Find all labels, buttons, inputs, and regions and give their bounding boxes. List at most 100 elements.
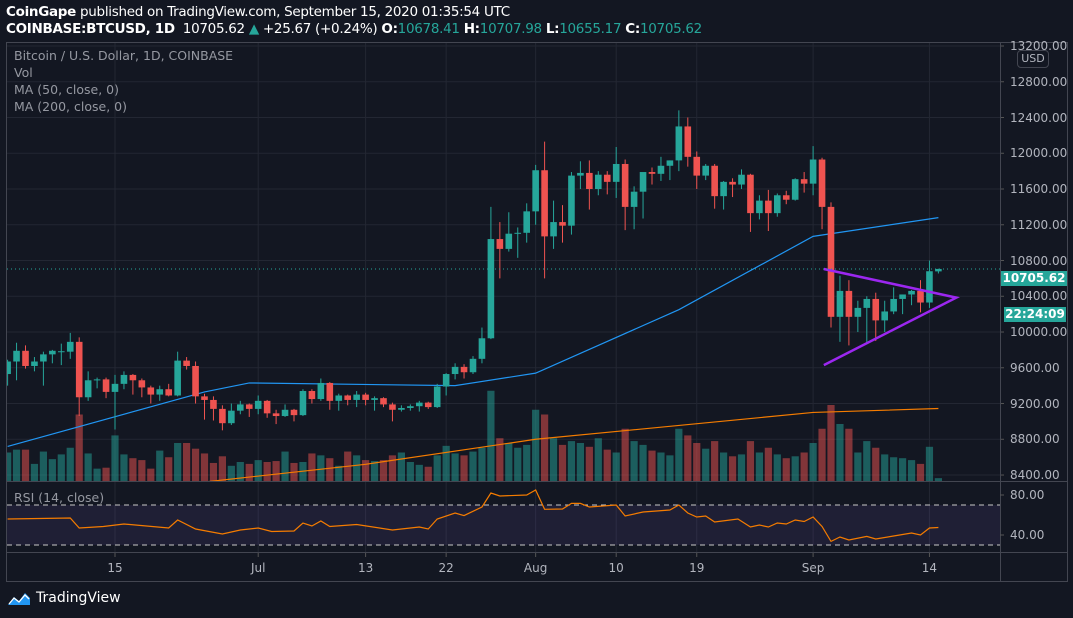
volume-bar bbox=[639, 444, 647, 481]
date-tick-label: 13 bbox=[357, 561, 374, 575]
volume-bar bbox=[585, 446, 593, 481]
candle bbox=[550, 200, 557, 249]
candle-body bbox=[666, 160, 674, 166]
legend-rsi[interactable]: RSI (14, close) bbox=[14, 490, 105, 505]
candle-body bbox=[639, 172, 647, 192]
rsi-tick-label: 40.00 bbox=[1010, 528, 1045, 542]
volume-bar bbox=[7, 452, 12, 481]
price-tick-label: 8400.00 bbox=[1010, 468, 1060, 483]
candle bbox=[31, 357, 38, 372]
candle-body bbox=[747, 174, 754, 214]
volume-bar bbox=[12, 449, 21, 481]
candle-body bbox=[228, 410, 235, 424]
volume-bar bbox=[317, 455, 325, 481]
volume-bar bbox=[93, 468, 101, 481]
candle-body bbox=[800, 179, 808, 184]
volume-bar bbox=[487, 390, 495, 481]
candle-body bbox=[765, 200, 772, 214]
candle-body bbox=[93, 379, 101, 381]
candle bbox=[40, 351, 47, 386]
price-tick-label: 8800.00 bbox=[1010, 432, 1060, 447]
volume-bar bbox=[209, 462, 218, 481]
volume-bar bbox=[379, 460, 388, 481]
volume-bar bbox=[326, 458, 334, 481]
volume-bar bbox=[147, 468, 155, 481]
candle-body bbox=[129, 374, 137, 381]
candle-body bbox=[147, 387, 155, 395]
volume-bar bbox=[764, 447, 772, 481]
volume-bar bbox=[711, 441, 719, 481]
candle-body bbox=[756, 200, 763, 214]
candle bbox=[845, 280, 853, 346]
low-value: 10655.17 bbox=[559, 21, 622, 37]
candle bbox=[326, 382, 334, 410]
candle bbox=[228, 403, 235, 425]
candle-body bbox=[738, 174, 745, 185]
volume-bar bbox=[934, 478, 942, 481]
legend-ma50[interactable]: MA (50, close, 0) bbox=[14, 82, 120, 97]
candle bbox=[514, 227, 522, 258]
volume-bar bbox=[21, 449, 30, 481]
legend-ma200[interactable]: MA (200, close, 0) bbox=[14, 99, 127, 114]
candle bbox=[272, 409, 280, 425]
candle-body bbox=[299, 391, 307, 416]
candle bbox=[720, 180, 727, 210]
volume-bar bbox=[281, 451, 289, 481]
tradingview-logo[interactable]: TradingView bbox=[6, 590, 121, 606]
publish-info: CoinGape published on TradingView.com, S… bbox=[6, 4, 510, 20]
candle bbox=[219, 405, 226, 431]
legend-vol[interactable]: Vol bbox=[14, 65, 33, 80]
volume-bar bbox=[809, 443, 817, 481]
candle bbox=[800, 172, 808, 193]
candle-body bbox=[201, 396, 208, 400]
candle-body bbox=[371, 398, 378, 400]
volume-bar bbox=[818, 428, 826, 481]
candle bbox=[389, 402, 396, 422]
candle bbox=[75, 337, 83, 417]
candle-body bbox=[183, 360, 190, 366]
publish-text: published on TradingView.com, September … bbox=[80, 4, 510, 20]
candle-body bbox=[612, 163, 620, 182]
symbol: COINBASE:BTCUSD, 1D bbox=[6, 21, 175, 37]
currency-badge[interactable]: USD bbox=[1017, 50, 1049, 68]
candle-body bbox=[469, 358, 477, 373]
candle bbox=[639, 172, 647, 219]
volume-bar bbox=[558, 444, 567, 481]
candle-body bbox=[630, 191, 638, 207]
candle bbox=[478, 327, 486, 364]
volume-bar bbox=[675, 428, 683, 481]
candle-body bbox=[165, 389, 172, 396]
volume-bar bbox=[478, 447, 486, 481]
candle bbox=[111, 374, 119, 430]
volume-bar bbox=[773, 454, 781, 481]
candle-body bbox=[774, 195, 781, 214]
high-value: 10707.98 bbox=[479, 21, 542, 37]
last-price-label: 10705.62 bbox=[1001, 270, 1067, 286]
candle bbox=[702, 163, 709, 181]
candle-body bbox=[31, 361, 38, 366]
price-tick-label: 12000.00 bbox=[1010, 146, 1068, 161]
candle bbox=[138, 378, 146, 398]
candle bbox=[675, 110, 683, 172]
candle-body bbox=[272, 413, 280, 417]
candle bbox=[577, 161, 584, 190]
volume-bar bbox=[612, 452, 620, 481]
candle bbox=[863, 296, 871, 343]
candle bbox=[711, 163, 718, 209]
price-tick-label: 12800.00 bbox=[1010, 74, 1068, 89]
tradingview-cloud-icon bbox=[8, 593, 30, 605]
candle bbox=[84, 371, 92, 401]
candle bbox=[872, 292, 880, 341]
volume-bar bbox=[165, 457, 173, 481]
candle bbox=[917, 280, 924, 313]
candle bbox=[523, 203, 530, 243]
volume-bar bbox=[218, 456, 226, 481]
candle-body bbox=[729, 181, 736, 185]
volume-bar bbox=[57, 454, 65, 481]
volume-bar bbox=[576, 443, 584, 481]
volume-bar bbox=[84, 453, 92, 481]
candle bbox=[254, 395, 262, 415]
candle-body bbox=[326, 382, 334, 401]
volume-bar bbox=[702, 448, 710, 481]
